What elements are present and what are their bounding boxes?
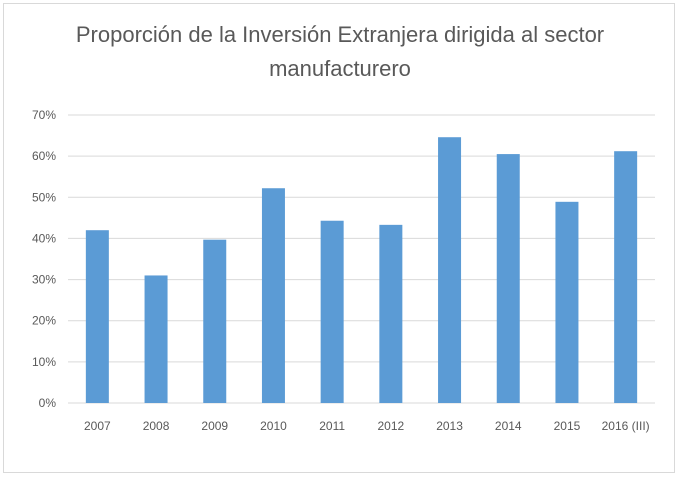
bar-2016-III — [614, 151, 638, 403]
y-tick-label: 60% — [32, 149, 56, 163]
bar-2007 — [85, 230, 109, 403]
y-tick-label: 70% — [32, 108, 56, 122]
x-tick-label: 2013 — [436, 419, 463, 433]
x-tick-label: 2012 — [377, 419, 404, 433]
y-tick-label: 10% — [32, 355, 56, 369]
bar-2015 — [555, 201, 579, 403]
y-tick-label: 0% — [39, 396, 57, 410]
bar-2008 — [144, 275, 168, 403]
bar-2013 — [438, 137, 462, 403]
y-tick-label: 40% — [32, 231, 56, 245]
bar-2009 — [203, 239, 227, 403]
y-tick-label: 30% — [32, 273, 56, 287]
x-tick-label: 2010 — [260, 419, 287, 433]
bar-2014 — [496, 154, 520, 403]
x-tick-label: 2016 (III) — [602, 419, 650, 433]
bar-2010 — [261, 188, 285, 403]
chart-title-line-2: manufacturero — [269, 56, 411, 81]
y-axis-tick-labels: 0% 10% 20% 30% 40% 50% 60% 70% — [32, 108, 56, 410]
chart-title-line-1: Proporción de la Inversión Extranjera di… — [75, 22, 605, 47]
bar-2011 — [320, 220, 344, 403]
y-tick-label: 20% — [32, 314, 56, 328]
bars — [85, 137, 638, 403]
x-tick-label: 2009 — [201, 419, 228, 433]
bar-2012 — [379, 224, 403, 403]
x-tick-label: 2011 — [319, 419, 345, 433]
x-tick-label: 2014 — [495, 419, 522, 433]
x-tick-label: 2008 — [143, 419, 170, 433]
chart-title: Proporción de la Inversión Extranjera di… — [0, 18, 680, 86]
x-axis-tick-labels: 2007 2008 2009 2010 2011 2012 2013 2014 2015 2016… — [84, 419, 650, 433]
x-tick-label: 2015 — [554, 419, 581, 433]
x-tick-label: 2007 — [84, 419, 111, 433]
y-tick-label: 50% — [32, 190, 56, 204]
